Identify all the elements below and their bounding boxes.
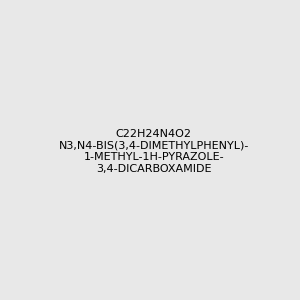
Text: C22H24N4O2
N3,N4-BIS(3,4-DIMETHYLPHENYL)-
1-METHYL-1H-PYRAZOLE-
3,4-DICARBOXAMID: C22H24N4O2 N3,N4-BIS(3,4-DIMETHYLPHENYL)… [58, 129, 249, 174]
